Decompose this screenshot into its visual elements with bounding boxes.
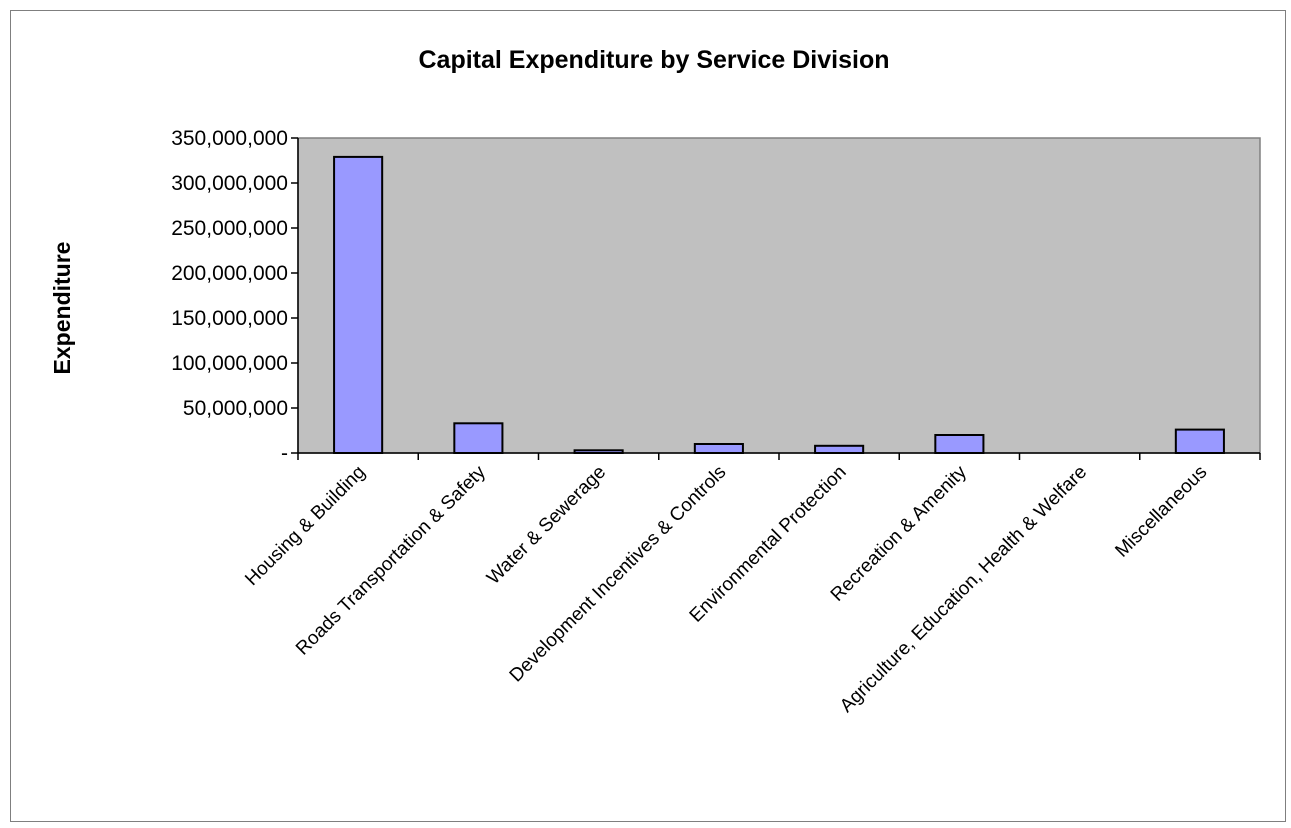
x-axis — [297, 452, 1261, 460]
category-label: Housing & Building — [241, 462, 369, 590]
category-label: Development Incentives & Controls — [506, 462, 731, 687]
category-label: Agriculture, Education, Health & Welfare — [836, 462, 1091, 717]
bar — [693, 443, 744, 454]
bar — [934, 434, 985, 454]
bar — [453, 422, 504, 454]
y-tick-label: - — [281, 442, 288, 465]
y-tick-label: 300,000,000 — [171, 172, 288, 195]
category-label: Recreation & Amenity — [827, 461, 971, 605]
bar — [814, 444, 865, 454]
y-tick-label: 250,000,000 — [171, 217, 288, 240]
y-tick-label: 50,000,000 — [183, 397, 288, 420]
bar — [573, 449, 624, 454]
bars — [333, 155, 1225, 455]
chart-title: Capital Expenditure by Service Division — [419, 46, 890, 74]
category-label: Water & Sewerage — [483, 462, 610, 589]
category-label: Miscellaneous — [1111, 462, 1211, 562]
y-axis-label: Expenditure — [49, 242, 75, 375]
bar — [1174, 428, 1225, 455]
y-tick-label: 100,000,000 — [171, 352, 288, 375]
y-axis: - 50,000,000 100,000,000 150,000,000 200,000… — [171, 127, 299, 465]
bar — [333, 155, 384, 454]
y-tick-label: 150,000,000 — [171, 307, 288, 330]
y-tick-label: 200,000,000 — [171, 262, 288, 285]
plot-area — [297, 137, 1261, 454]
y-tick-label: 350,000,000 — [171, 127, 288, 150]
category-label: Roads Transportation & Safety — [292, 461, 490, 659]
